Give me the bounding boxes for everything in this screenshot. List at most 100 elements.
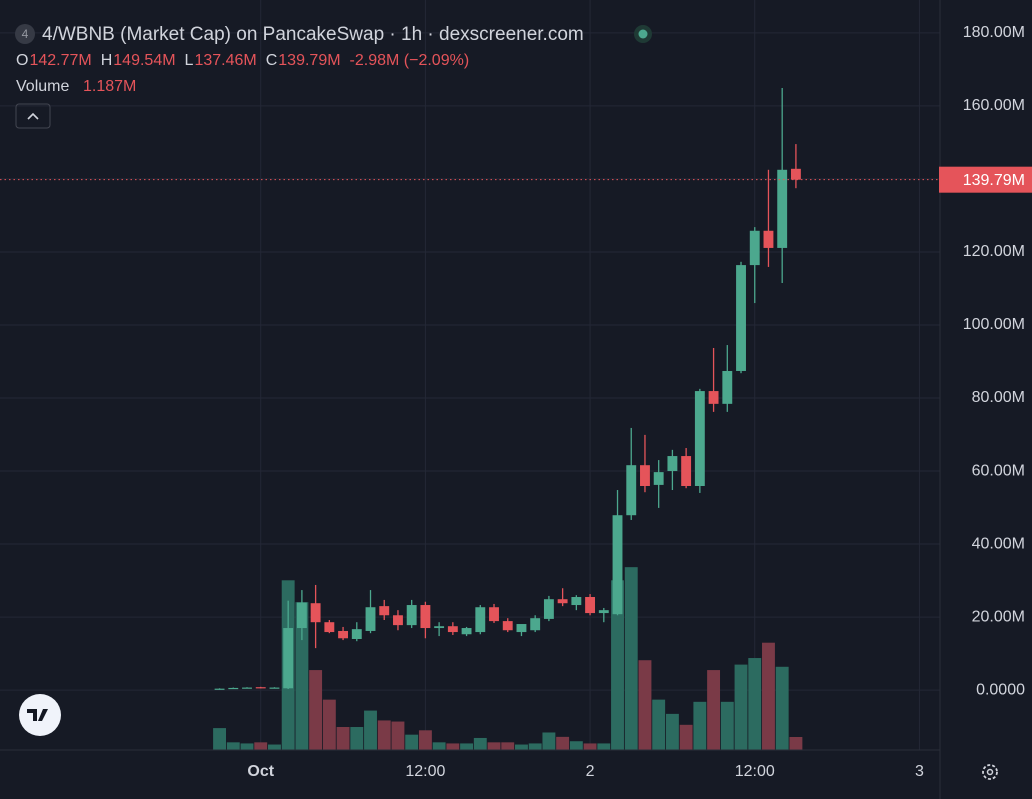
status-indicator bbox=[638, 29, 648, 39]
change-value: -2.98M (−2.09%) bbox=[350, 52, 470, 69]
volume-bar bbox=[213, 728, 227, 750]
volume-bar bbox=[446, 743, 460, 750]
volume-bar bbox=[322, 699, 336, 750]
candle-body bbox=[543, 599, 554, 619]
volume-bar bbox=[515, 744, 528, 750]
logo-circle bbox=[19, 694, 61, 736]
candle-body bbox=[626, 465, 637, 516]
candle-body bbox=[516, 624, 527, 633]
candle-body bbox=[255, 687, 266, 689]
settings-button[interactable] bbox=[982, 764, 998, 780]
volume-bar bbox=[268, 744, 281, 750]
candle-body bbox=[228, 687, 239, 690]
volume-bar bbox=[611, 580, 624, 750]
volume-value: 1.187M bbox=[83, 78, 136, 95]
volume-bar bbox=[569, 741, 583, 750]
ohlc-label: L bbox=[185, 52, 194, 69]
plot bbox=[0, 87, 940, 750]
settings-icon bbox=[986, 768, 994, 776]
volume-bar bbox=[528, 743, 542, 750]
x-tick-label: 12:00 bbox=[735, 763, 775, 780]
candle-body bbox=[790, 168, 801, 180]
candle-body bbox=[447, 626, 458, 633]
settings-icon bbox=[982, 764, 998, 780]
x-tick-label: Oct bbox=[247, 763, 274, 780]
ohlc-label: O bbox=[16, 52, 28, 69]
chart-title: 4/WBNB (Market Cap) on PancakeSwap · 1h … bbox=[42, 24, 584, 45]
volume-bar bbox=[405, 734, 419, 750]
candle-body bbox=[214, 688, 225, 690]
ohlc-label: C bbox=[266, 52, 278, 69]
candle-body bbox=[585, 597, 596, 614]
volume-bar bbox=[762, 642, 775, 750]
legend: 4 4/WBNB (Market Cap) on PancakeSwap · 1… bbox=[15, 24, 652, 129]
volume-bar bbox=[364, 710, 377, 750]
volume-bar bbox=[473, 737, 487, 750]
y-tick-label: 80.00M bbox=[972, 389, 1025, 406]
y-tick-label: 40.00M bbox=[972, 535, 1025, 552]
candle-body bbox=[777, 169, 788, 248]
volume-bar bbox=[254, 742, 268, 750]
logo-mark bbox=[27, 709, 48, 721]
candle-body bbox=[242, 687, 252, 689]
x-tick-label: 2 bbox=[586, 763, 595, 780]
candle-body bbox=[283, 628, 294, 689]
volume-bar bbox=[707, 670, 721, 750]
volume-bar bbox=[693, 701, 707, 750]
y-tick-label: 60.00M bbox=[972, 462, 1025, 479]
volume-bar bbox=[665, 713, 679, 750]
volume-bar bbox=[226, 742, 240, 750]
y-tick-label: 180.00M bbox=[963, 24, 1025, 41]
candle-body bbox=[640, 465, 650, 487]
volume-bar bbox=[350, 727, 364, 750]
volume-bar bbox=[583, 743, 597, 750]
volume-bar bbox=[597, 743, 611, 750]
candle-body bbox=[694, 391, 705, 487]
chevron-icon bbox=[27, 112, 39, 120]
volume-label: Volume bbox=[16, 78, 69, 95]
volume-bar bbox=[679, 724, 693, 750]
ohlc-label: H bbox=[101, 52, 113, 69]
candle-body bbox=[749, 230, 760, 266]
candle-body bbox=[296, 602, 307, 629]
price-tag-label: 139.79M bbox=[963, 172, 1025, 189]
volume-bar bbox=[240, 743, 254, 750]
candle-body bbox=[722, 370, 733, 404]
volume-bar bbox=[789, 737, 803, 750]
x-tick-label: 3 bbox=[915, 763, 924, 780]
volume-bar bbox=[556, 736, 570, 750]
candle-body bbox=[434, 626, 445, 629]
ohlc-value: 137.46M bbox=[194, 52, 256, 69]
candle-body bbox=[393, 615, 403, 626]
y-tick-label: 160.00M bbox=[963, 97, 1025, 114]
volume-bar bbox=[652, 699, 666, 750]
candle-body bbox=[351, 629, 362, 639]
candle-body bbox=[310, 603, 321, 623]
volume-bar bbox=[309, 670, 323, 750]
x-tick-label: 12:00 bbox=[405, 763, 445, 780]
volume-bar bbox=[432, 742, 446, 750]
badge bbox=[15, 24, 35, 44]
candle-body bbox=[489, 607, 499, 622]
collapse-button[interactable] bbox=[15, 103, 51, 129]
candle-body bbox=[667, 456, 678, 472]
y-tick-label: 0.0000 bbox=[976, 681, 1025, 698]
candle-body bbox=[338, 630, 349, 639]
logo bbox=[19, 694, 61, 736]
price-tag bbox=[939, 166, 1032, 193]
candle-body bbox=[530, 618, 541, 631]
candle-body bbox=[365, 607, 376, 631]
volume-bar bbox=[460, 743, 474, 750]
volume-bar bbox=[720, 701, 734, 750]
candle-body bbox=[475, 607, 486, 633]
candle-body bbox=[612, 515, 623, 615]
candle-body bbox=[406, 605, 417, 626]
candle-body bbox=[269, 687, 280, 689]
volume-bar bbox=[775, 666, 789, 750]
candle-body bbox=[324, 622, 335, 633]
volume-bar bbox=[501, 742, 515, 750]
ohlc-value: 139.79M bbox=[278, 52, 340, 69]
